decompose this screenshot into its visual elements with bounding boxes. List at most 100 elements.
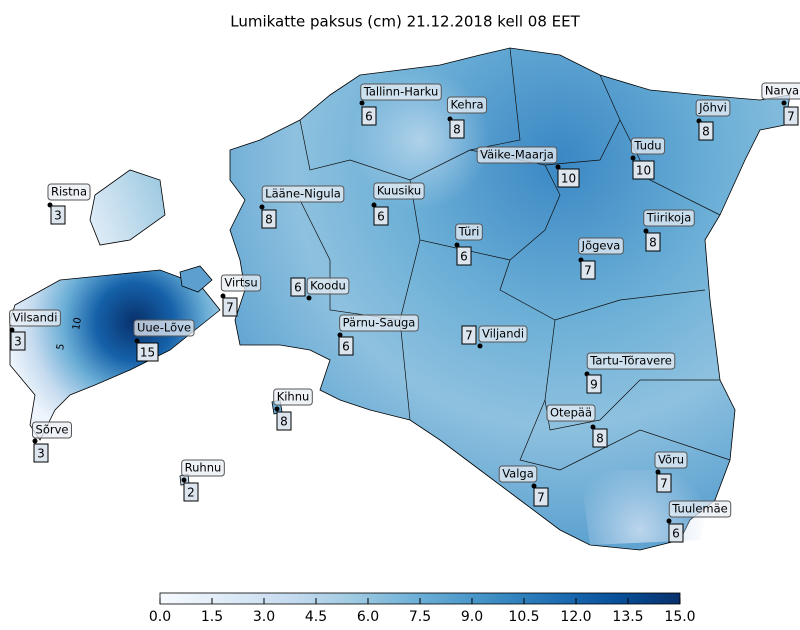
station-name-box bbox=[360, 83, 442, 101]
station-name: Narva bbox=[765, 84, 799, 98]
station-value: 8 bbox=[280, 415, 288, 429]
station-value: 7 bbox=[584, 264, 592, 278]
station-dot bbox=[531, 483, 537, 489]
station-value: 6 bbox=[294, 281, 302, 295]
colorbar-tick-label: 4.5 bbox=[305, 609, 327, 625]
colorbar-tick-label: 12.0 bbox=[560, 609, 591, 625]
station-name: Otepää bbox=[550, 406, 592, 420]
station-name-box bbox=[478, 325, 528, 343]
colorbar: 0.0 1.5 3.0 4.5 6.0 7.5 9.0 10.5 12.0 13.5 15.0 bbox=[149, 592, 696, 625]
contour-label: 5 bbox=[55, 343, 67, 351]
station-name-box bbox=[133, 319, 195, 337]
station-dot bbox=[781, 100, 787, 106]
station-value: 7 bbox=[537, 491, 545, 505]
station-value-box bbox=[586, 374, 602, 394]
station-name-box bbox=[339, 314, 419, 332]
station-value-box bbox=[373, 206, 389, 226]
colorbar-tick-label: 10.5 bbox=[508, 609, 539, 625]
station-name: Tallinn-Harku bbox=[363, 85, 439, 99]
station-value: 6 bbox=[365, 110, 373, 124]
station-name-box bbox=[668, 500, 732, 518]
light-patch bbox=[580, 470, 720, 545]
map-title: Lumikatte paksus (cm) 21.12.2018 kell 08… bbox=[230, 13, 580, 31]
station-name-box bbox=[643, 209, 695, 227]
station-name-box bbox=[220, 274, 262, 292]
station-dot bbox=[32, 438, 38, 444]
contour-label: 10 bbox=[71, 317, 84, 331]
station-value: 8 bbox=[649, 236, 657, 250]
station-value: 6 bbox=[377, 210, 385, 224]
station-name: Türi bbox=[458, 225, 480, 239]
station-name-box bbox=[578, 237, 624, 255]
station-name-box bbox=[306, 277, 350, 295]
station-dot bbox=[371, 202, 377, 208]
station-name-box bbox=[273, 388, 313, 406]
station-name-box bbox=[695, 99, 731, 117]
station-value-box bbox=[533, 487, 549, 507]
colorbar-tick-label: 1.5 bbox=[201, 609, 223, 625]
station-dot bbox=[590, 424, 596, 430]
station-name-box bbox=[761, 82, 800, 100]
station-dot bbox=[555, 164, 561, 170]
station-name: Koodu bbox=[310, 279, 346, 293]
station-name: Valga bbox=[502, 467, 534, 481]
colorbar-tick-label: 6.0 bbox=[357, 609, 379, 625]
station-value-box bbox=[632, 160, 655, 180]
station-value: 6 bbox=[342, 340, 350, 354]
station-dot bbox=[337, 332, 343, 338]
station-name-box bbox=[586, 352, 676, 370]
station-name: Kihnu bbox=[277, 390, 310, 404]
station-name: Väike-Maarja bbox=[480, 148, 554, 162]
station-value-box bbox=[33, 443, 49, 463]
station-dot bbox=[9, 327, 15, 333]
station-value-box bbox=[783, 106, 799, 126]
station-name: Kuusiku bbox=[377, 184, 421, 198]
station-dot bbox=[259, 204, 265, 210]
station-value: 7 bbox=[787, 110, 795, 124]
station-value-box bbox=[338, 336, 354, 356]
station-name: Uue-Lõve bbox=[137, 321, 191, 335]
station-name-box bbox=[455, 223, 483, 241]
station-value-box bbox=[361, 106, 377, 126]
station-value-box bbox=[645, 232, 661, 252]
colorbar-tick-label: 0.0 bbox=[149, 609, 171, 625]
station-name: Tartu-Tõravere bbox=[589, 354, 672, 368]
station-dot bbox=[630, 155, 636, 161]
station-value-box bbox=[698, 121, 714, 141]
station-value-box bbox=[136, 342, 159, 362]
station-name: Pärnu-Sauga bbox=[343, 316, 416, 330]
station-name-box bbox=[9, 309, 61, 327]
station-value-box bbox=[557, 168, 580, 188]
station-dot bbox=[306, 295, 312, 301]
station-value-box bbox=[580, 260, 596, 280]
station-name: Võru bbox=[658, 453, 684, 467]
station-dot bbox=[655, 469, 661, 475]
station-dot bbox=[134, 338, 140, 344]
station-name: Tudu bbox=[633, 139, 661, 153]
colorbar-tick-label: 15.0 bbox=[664, 609, 695, 625]
station-dot bbox=[477, 343, 483, 349]
station-value: 8 bbox=[453, 123, 461, 137]
station-value: 6 bbox=[460, 250, 468, 264]
station-value: 10 bbox=[561, 172, 576, 186]
station-name: Jõhvi bbox=[698, 101, 727, 115]
station-name-box bbox=[546, 404, 596, 422]
station-dot bbox=[359, 100, 365, 106]
muhu bbox=[179, 265, 213, 293]
land bbox=[9, 47, 791, 551]
station-value: 15 bbox=[140, 346, 155, 360]
station-name: Jõgeva bbox=[581, 239, 621, 253]
station-name-box bbox=[498, 465, 538, 483]
station-name-box bbox=[373, 182, 425, 200]
station-value: 2 bbox=[187, 486, 195, 500]
station-value-box bbox=[668, 523, 684, 543]
station-name: Vilsandi bbox=[13, 311, 58, 325]
station-value-box bbox=[290, 277, 306, 297]
station-name-box bbox=[32, 421, 72, 439]
station-name: Ristna bbox=[51, 185, 87, 199]
station-value-box bbox=[656, 473, 672, 493]
station-value: 3 bbox=[14, 335, 22, 349]
station-value-box bbox=[222, 297, 238, 317]
station-value-box bbox=[461, 325, 477, 345]
